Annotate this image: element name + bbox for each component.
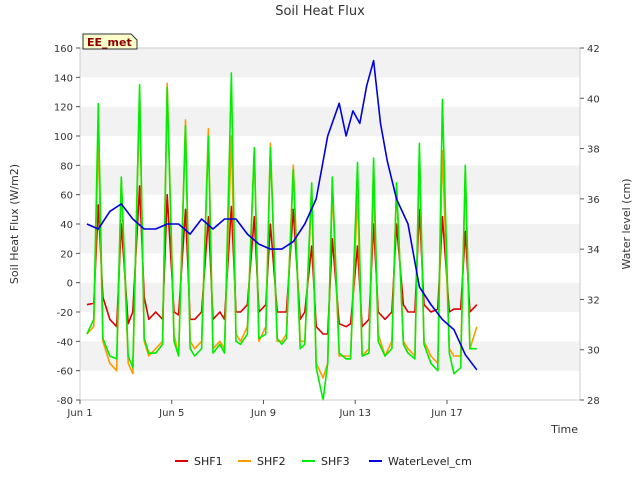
x-tick-label: Jun 9	[250, 408, 276, 419]
grid-band	[80, 48, 580, 78]
legend: SHF1 SHF2 SHF3 WaterLevel_cm	[175, 455, 472, 468]
series-line-waterlevel_cm	[86, 59, 478, 371]
y2-tick-label: 40	[587, 94, 600, 105]
y-axis-right: 28 30 32 34 36 38 40 42	[580, 44, 600, 407]
y-tick-label: -60	[57, 367, 73, 378]
series-line-shf1	[86, 185, 478, 335]
y-tick-label: 40	[60, 220, 73, 231]
legend-label-shf2: SHF2	[257, 455, 286, 468]
y-tick-label: -80	[57, 396, 73, 407]
y-tick-label: 160	[54, 44, 73, 55]
plot-series	[86, 59, 478, 401]
chart-title: Soil Heat Flux	[275, 4, 365, 19]
x-tick-label: Jun 17	[430, 408, 463, 419]
y2-tick-label: 34	[587, 245, 600, 256]
y2-axis-label: Water level (cm)	[620, 178, 633, 269]
site-label: EE_met	[87, 36, 132, 49]
y-tick-label: 140	[54, 73, 73, 84]
grid-band	[80, 194, 580, 224]
y2-tick-label: 38	[587, 145, 600, 156]
y2-tick-label: 32	[587, 295, 600, 306]
y-tick-label: 60	[60, 191, 73, 202]
y-tick-label: -20	[57, 308, 73, 319]
y2-tick-label: 36	[587, 195, 600, 206]
series-line-shf3	[86, 72, 477, 401]
x-axis-label: Time	[550, 423, 578, 436]
grid-band	[80, 312, 580, 342]
y-tick-label: 100	[54, 132, 73, 143]
grid-band	[80, 136, 580, 166]
x-axis: Jun 1 Jun 5 Jun 9 Jun 13 Jun 17	[66, 400, 463, 419]
x-tick-label: Jun 13	[338, 408, 371, 419]
grid-band	[80, 370, 580, 400]
y-axis-label: Soil Heat Flux (W/m2)	[8, 164, 21, 284]
y-tick-label: 120	[54, 103, 73, 114]
grid-band	[80, 77, 580, 107]
legend-label-shf1: SHF1	[194, 455, 223, 468]
y-axis-left: -80 -60 -40 -20 0 20 40 60 80 100 120 140 160	[54, 44, 80, 407]
legend-label-waterlevel_cm: WaterLevel_cm	[388, 455, 472, 468]
y2-tick-label: 30	[587, 346, 600, 357]
y2-tick-label: 42	[587, 44, 600, 55]
x-tick-label: Jun 5	[158, 408, 184, 419]
grid-band	[80, 341, 580, 371]
y2-tick-label: 28	[587, 396, 600, 407]
y-tick-label: 80	[60, 161, 73, 172]
y-tick-label: -40	[57, 337, 73, 348]
grid-band	[80, 165, 580, 195]
x-tick-label: Jun 1	[66, 408, 92, 419]
site-label-box: EE_met	[82, 33, 138, 50]
legend-label-shf3: SHF3	[321, 455, 350, 468]
plot-background	[80, 48, 580, 400]
y-tick-label: 20	[60, 249, 73, 260]
y-tick-label: 0	[67, 279, 73, 290]
